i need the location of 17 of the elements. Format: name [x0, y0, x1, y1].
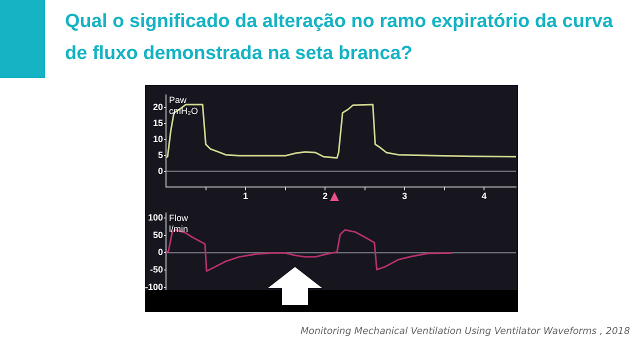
y-tick-label: 0 [158, 247, 163, 258]
x-tick-label: 2 [322, 191, 328, 202]
x-tick-label: 3 [402, 191, 408, 202]
x-tick-label: 1 [243, 191, 248, 202]
y-tick-label: 15 [152, 118, 163, 128]
y-tick-label: -50 [150, 264, 163, 274]
y-tick-label: -100 [144, 282, 163, 292]
text: Monitoring Mechanical Ventilation Using Ventilator Waveforms , 2018 [300, 326, 630, 337]
x-tick-label: 4 [482, 191, 487, 202]
y-axis-title: Flow l/min [169, 212, 188, 234]
chart-title: Qual o significado da alteração no ramo expiratório da curva de fluxo demonstrada na seta branca? [65, 10, 614, 66]
y-tick-label: 50 [152, 230, 163, 240]
y-tick-label: 10 [152, 134, 163, 144]
y-tick-label: 100 [148, 212, 163, 223]
y-tick-label: 0 [158, 166, 163, 176]
y-tick-label: 5 [158, 150, 163, 160]
y-tick-label: 20 [152, 102, 163, 112]
